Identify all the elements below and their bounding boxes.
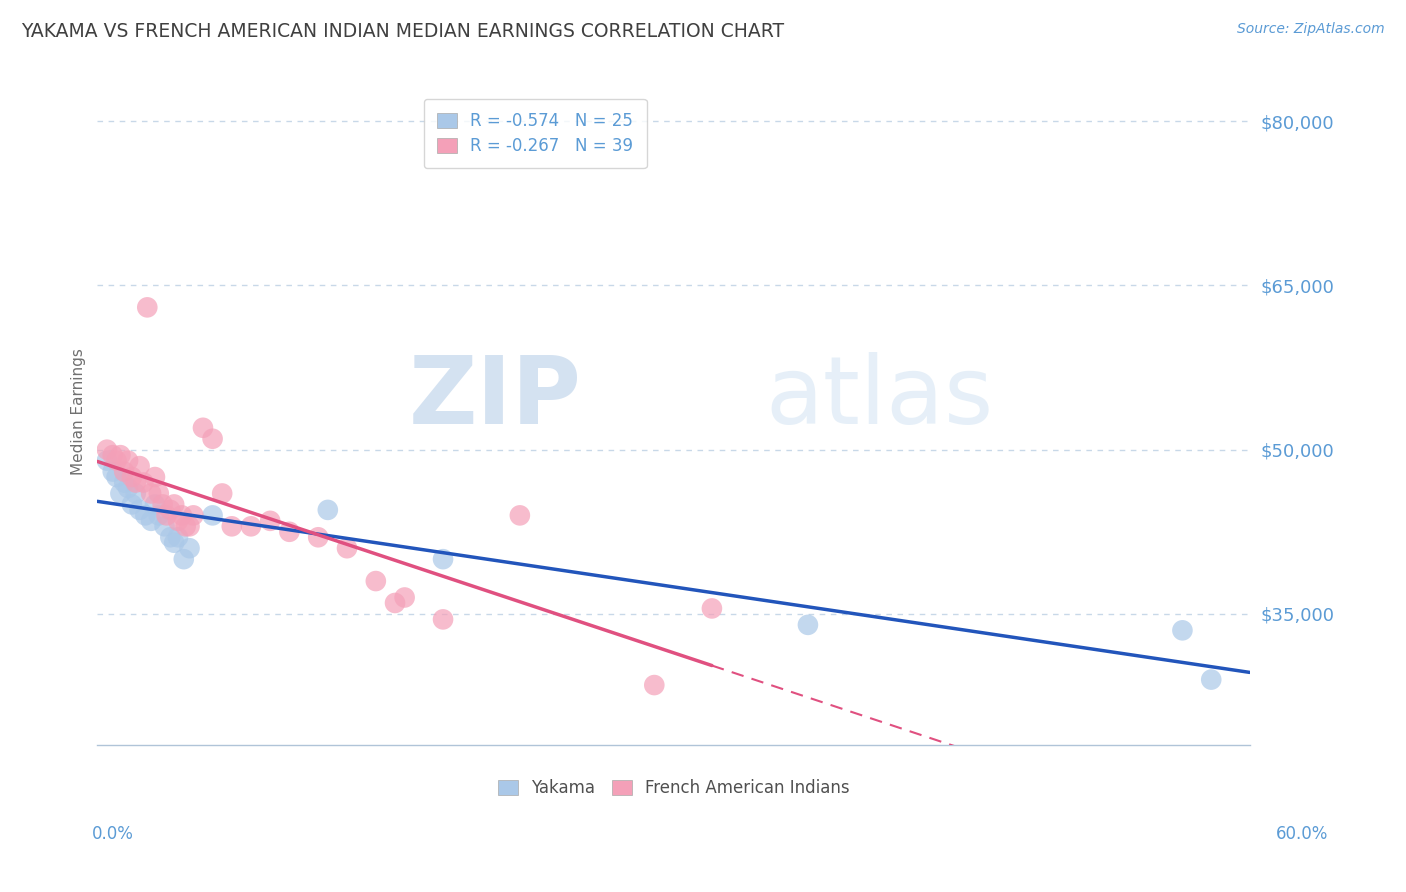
Text: ZIP: ZIP (408, 352, 581, 444)
Text: YAKAMA VS FRENCH AMERICAN INDIAN MEDIAN EARNINGS CORRELATION CHART: YAKAMA VS FRENCH AMERICAN INDIAN MEDIAN … (21, 22, 785, 41)
Point (159, 530, 181, 544)
Point (432, 552, 454, 566)
Point (125, 486, 148, 500)
Point (110, 486, 132, 500)
Point (125, 475, 148, 490)
Point (1171, 624, 1194, 638)
Point (183, 508, 205, 523)
Point (432, 612, 454, 626)
Point (101, 465, 124, 479)
Point (117, 481, 139, 495)
Text: atlas: atlas (766, 352, 994, 444)
Point (143, 470, 166, 484)
Point (179, 519, 201, 533)
Point (163, 535, 186, 549)
Point (163, 497, 186, 511)
Point (167, 530, 190, 544)
Point (132, 475, 155, 490)
Point (201, 432, 224, 446)
Point (105, 453, 128, 467)
Point (139, 486, 162, 500)
Point (121, 497, 143, 511)
Point (643, 678, 665, 692)
Point (155, 508, 177, 523)
Point (112, 465, 135, 479)
Point (173, 552, 195, 566)
Point (96, 442, 118, 457)
Text: 60.0%: 60.0% (1277, 825, 1329, 843)
Point (797, 618, 820, 632)
Point (179, 541, 201, 556)
Point (307, 530, 329, 544)
Point (101, 448, 124, 462)
Point (316, 503, 339, 517)
Point (170, 508, 193, 523)
Point (136, 301, 159, 315)
Point (240, 519, 263, 533)
Point (128, 459, 150, 474)
Point (700, 601, 723, 615)
Point (121, 470, 143, 484)
Point (117, 453, 139, 467)
Point (134, 508, 156, 523)
Point (110, 448, 132, 462)
Point (148, 508, 170, 523)
Point (384, 596, 406, 610)
Point (112, 475, 135, 490)
Legend: Yakama, French American Indians: Yakama, French American Indians (491, 772, 856, 804)
Point (211, 486, 233, 500)
Point (278, 524, 301, 539)
Point (128, 503, 150, 517)
Point (152, 497, 174, 511)
Point (364, 574, 387, 588)
Point (153, 519, 176, 533)
Point (259, 514, 281, 528)
Point (336, 541, 359, 556)
Y-axis label: Median Earnings: Median Earnings (72, 348, 86, 475)
Point (159, 503, 181, 517)
Point (201, 508, 224, 523)
Text: Source: ZipAtlas.com: Source: ZipAtlas.com (1237, 22, 1385, 37)
Point (221, 519, 243, 533)
Point (1199, 673, 1222, 687)
Point (96, 453, 118, 467)
Point (394, 591, 416, 605)
Point (167, 514, 190, 528)
Point (143, 497, 166, 511)
Point (191, 421, 214, 435)
Point (139, 514, 162, 528)
Point (148, 486, 170, 500)
Point (174, 519, 197, 533)
Point (105, 470, 128, 484)
Text: 0.0%: 0.0% (91, 825, 134, 843)
Point (509, 508, 531, 523)
